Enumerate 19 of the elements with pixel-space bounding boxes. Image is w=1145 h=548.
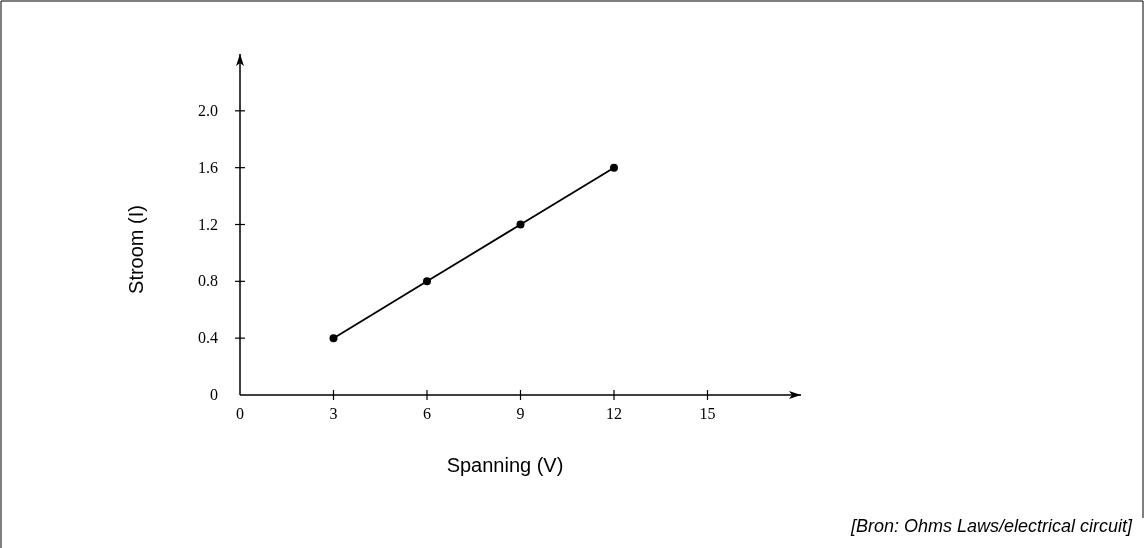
x-tick-label: 9	[516, 405, 525, 422]
x-tick-label: 6	[423, 405, 431, 422]
y-axis-title: Stroom (I)	[125, 205, 147, 294]
y-tick-label: 0	[210, 386, 218, 403]
x-axis-title: Spanning (V)	[446, 454, 564, 476]
y-tick-label: 1.6	[198, 158, 218, 176]
point	[329, 334, 338, 343]
y-tick-label: 0.4	[198, 329, 218, 347]
point	[610, 163, 618, 172]
text: [Bron: Ohms Laws/electrical circuit]	[849, 516, 1133, 536]
x-tick-label: 12	[606, 405, 622, 422]
x-tick-label: 3	[329, 405, 338, 422]
x-tick-label: 15	[699, 405, 716, 422]
point	[516, 220, 525, 229]
point	[423, 277, 431, 286]
y-tick-label: 0.8	[198, 272, 218, 290]
y-tick-label: 2.0	[198, 101, 218, 119]
y-tick-label: 1.2	[198, 215, 218, 233]
x-tick-label: 0	[236, 405, 244, 422]
